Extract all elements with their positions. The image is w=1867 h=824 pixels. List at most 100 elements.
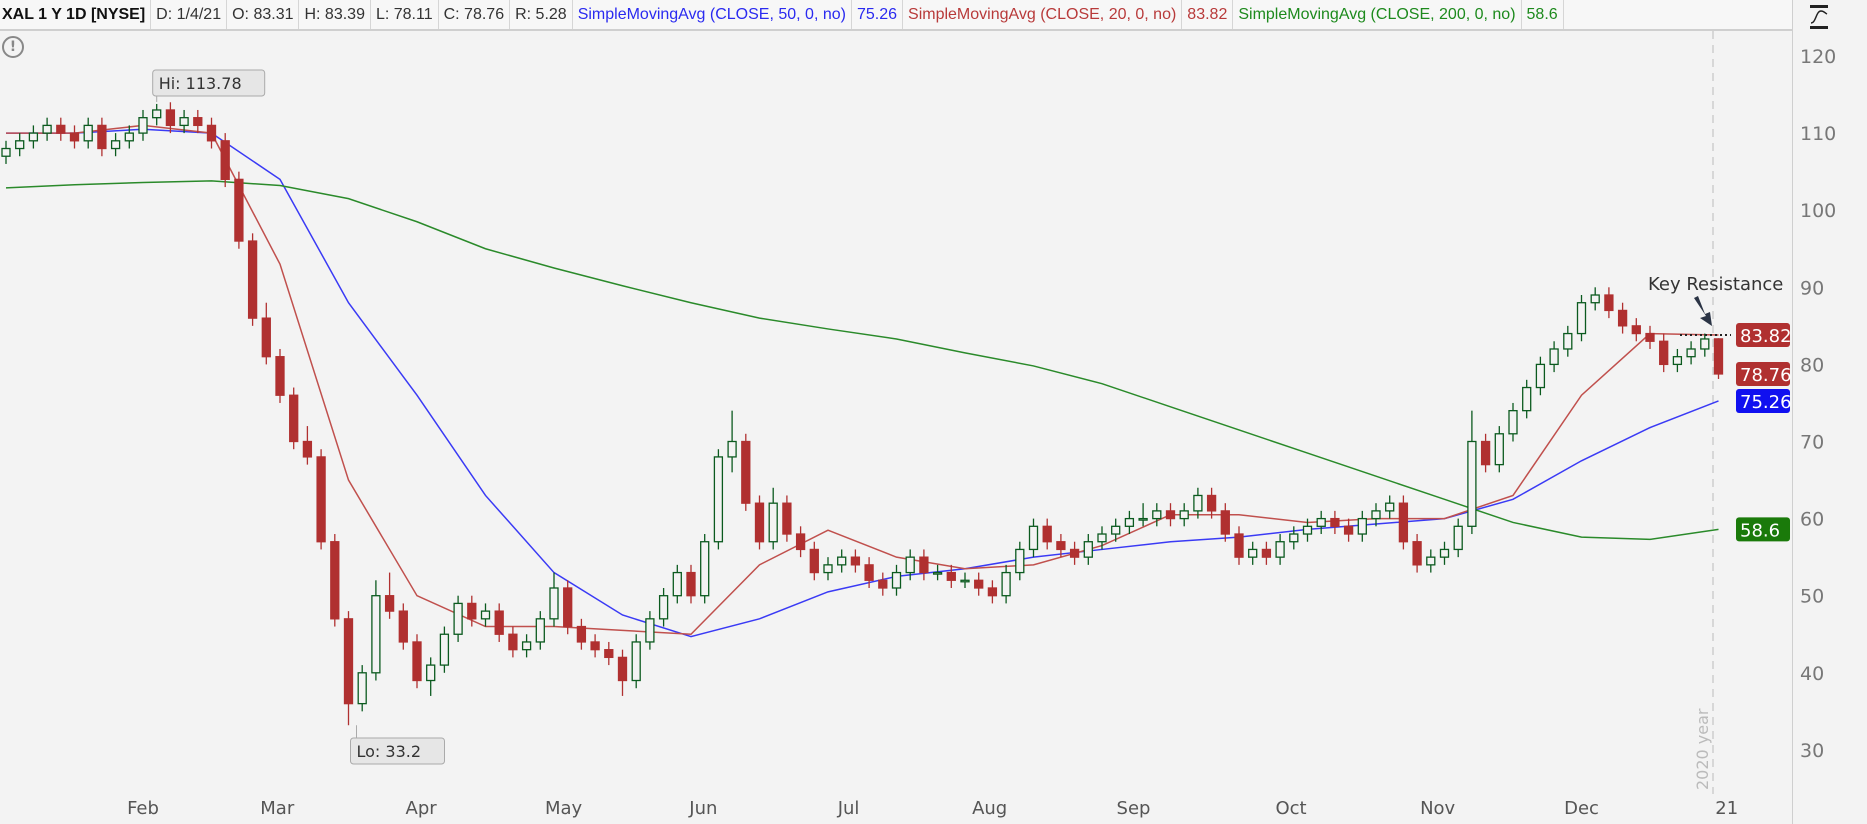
y-tick-label: 30	[1800, 740, 1824, 762]
y-tick-label: 90	[1800, 277, 1824, 299]
x-tick-label: Sep	[1117, 798, 1151, 819]
candle-down	[343, 618, 354, 705]
candle-up	[439, 633, 450, 666]
candle-up	[42, 124, 52, 134]
x-tick-label: Oct	[1275, 798, 1306, 819]
candle-up	[179, 117, 189, 127]
candle-down	[1617, 309, 1628, 327]
candle-up	[357, 672, 367, 705]
candle-up	[1179, 510, 1189, 520]
candle-up	[1275, 541, 1285, 558]
symbol-label[interactable]: XAL 1 Y 1D [NYSE]	[0, 0, 152, 29]
y-tick-label: 110	[1800, 123, 1836, 145]
candle-down	[987, 587, 998, 597]
alert-icon[interactable]: !	[2, 36, 24, 58]
candle-up	[152, 109, 162, 119]
candle-up	[905, 556, 915, 574]
candle-down	[1261, 548, 1272, 558]
candle-up	[1453, 525, 1463, 551]
y-tick-label: 100	[1800, 200, 1836, 222]
candle-up	[83, 124, 93, 142]
candle-down	[247, 240, 258, 319]
candle-up	[1097, 533, 1107, 543]
candle-up	[110, 140, 121, 150]
candle-down	[275, 356, 285, 396]
candle-down	[1412, 541, 1422, 566]
low-readout: L: 78.11	[371, 0, 439, 29]
x-tick-label: Mar	[260, 798, 295, 819]
candle-down	[1220, 510, 1230, 535]
x-tick-label: Feb	[127, 798, 159, 819]
candle-down	[576, 625, 587, 643]
candle-up	[1590, 294, 1600, 304]
y-tick-label: 70	[1800, 432, 1824, 454]
candle-up	[426, 664, 436, 682]
candle-down	[56, 124, 66, 134]
y-tick-label: 80	[1800, 354, 1824, 376]
resistance-label: Key Resistance	[1648, 274, 1783, 295]
candle-up	[1015, 548, 1025, 574]
candle-up	[1672, 356, 1683, 366]
candle-up	[1576, 302, 1587, 335]
hi-label-box	[152, 69, 266, 97]
close-readout: C: 78.76	[439, 0, 511, 29]
candle-up	[1686, 348, 1696, 358]
candle-up	[1385, 502, 1395, 512]
sma200-value: 58.6	[1522, 0, 1564, 29]
candle-up	[1302, 525, 1313, 535]
candle-down	[234, 178, 244, 242]
candle-up	[1439, 548, 1450, 558]
candle-down	[165, 109, 176, 127]
candle-up	[768, 502, 778, 543]
candle-up	[549, 587, 559, 620]
sma-line-sma200	[5, 180, 1719, 541]
price-badge-label: 58.6	[1740, 520, 1780, 541]
candle-up	[28, 132, 39, 142]
candle-up	[1316, 517, 1326, 527]
candle-down	[398, 610, 408, 643]
price-badge-label: 78.76	[1740, 365, 1792, 386]
candle-up	[727, 440, 737, 458]
candle-down	[330, 541, 340, 620]
candle-up	[1289, 533, 1299, 543]
price-badge-label: 75.26	[1740, 392, 1792, 413]
candle-up	[1111, 525, 1121, 535]
candle-down	[261, 317, 271, 358]
candle-down	[795, 533, 806, 551]
price-axis-divider	[1792, 0, 1793, 824]
x-tick-label: Jul	[837, 798, 860, 819]
candle-down	[1330, 517, 1340, 527]
y-tick-label: 60	[1800, 509, 1824, 531]
candle-down	[1659, 340, 1669, 366]
candle-down	[1631, 325, 1641, 335]
candle-up	[1001, 571, 1011, 597]
candle-down	[1480, 440, 1491, 466]
candle-down	[1398, 502, 1409, 543]
candle-up	[1467, 440, 1477, 527]
candle-down	[1234, 533, 1244, 558]
candle-down	[686, 571, 696, 597]
candle-down	[1713, 338, 1724, 375]
candle-down	[741, 440, 751, 504]
candle-up	[1508, 410, 1518, 435]
resistance-arrow-icon	[1694, 296, 1712, 326]
candle-down	[850, 556, 861, 566]
sma20-label[interactable]: SimpleMovingAvg (CLOSE, 20, 0, no)	[903, 0, 1183, 29]
candle-down	[782, 502, 792, 535]
candle-down	[974, 579, 984, 589]
candle-up	[1124, 517, 1135, 527]
sma50-label[interactable]: SimpleMovingAvg (CLOSE, 50, 0, no)	[573, 0, 852, 29]
candle-up	[535, 618, 545, 643]
chart-style-icon[interactable]	[1808, 4, 1830, 30]
candle-up	[700, 541, 710, 597]
candle-down	[193, 117, 203, 127]
candle-up	[1152, 510, 1162, 520]
sma200-label[interactable]: SimpleMovingAvg (CLOSE, 200, 0, no)	[1233, 0, 1522, 29]
candle-down	[809, 548, 819, 574]
price-badge	[1736, 517, 1790, 542]
candle-down	[302, 440, 313, 458]
year-label: 2020 year	[1693, 708, 1712, 790]
candle-up	[1426, 556, 1436, 566]
candle-up	[453, 602, 463, 635]
